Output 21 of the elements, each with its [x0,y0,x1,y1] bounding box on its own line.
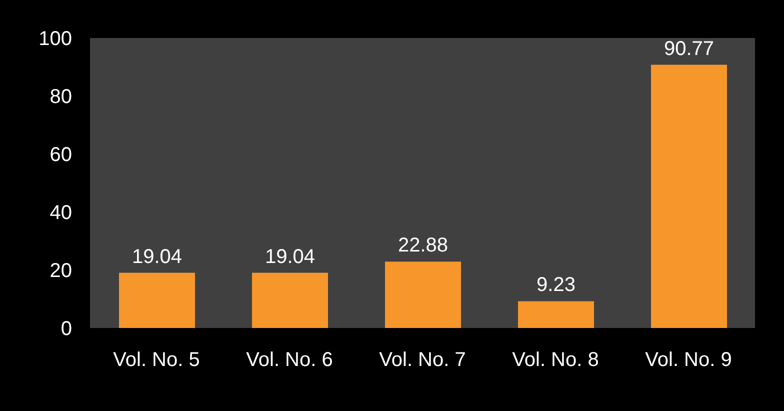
y-tick-label: 40 [50,202,72,224]
data-label: 22.88 [398,234,448,257]
data-label: 90.77 [664,38,714,60]
y-tick-label: 20 [50,260,72,282]
x-tick-label: Vol. No. 5 [113,349,200,372]
bar [252,272,328,328]
x-tick-label: Vol. No. 9 [645,349,732,372]
x-tick-label: Vol. No. 7 [379,349,466,372]
data-label: 9.23 [536,274,576,296]
x-tick-label: Vol. No. 8 [512,349,599,372]
y-tick-label: 80 [50,86,72,108]
y-tick-label: 60 [50,144,72,166]
bar [518,301,594,328]
y-tick-label: 100 [38,28,72,50]
bar [119,272,195,328]
data-label: 19.04 [264,246,316,268]
data-label: 19.04 [132,246,182,268]
y-tick-label: 0 [60,318,72,340]
x-tick-label: Vol. No. 6 [246,349,333,372]
bar [651,64,727,328]
bar [385,262,461,328]
